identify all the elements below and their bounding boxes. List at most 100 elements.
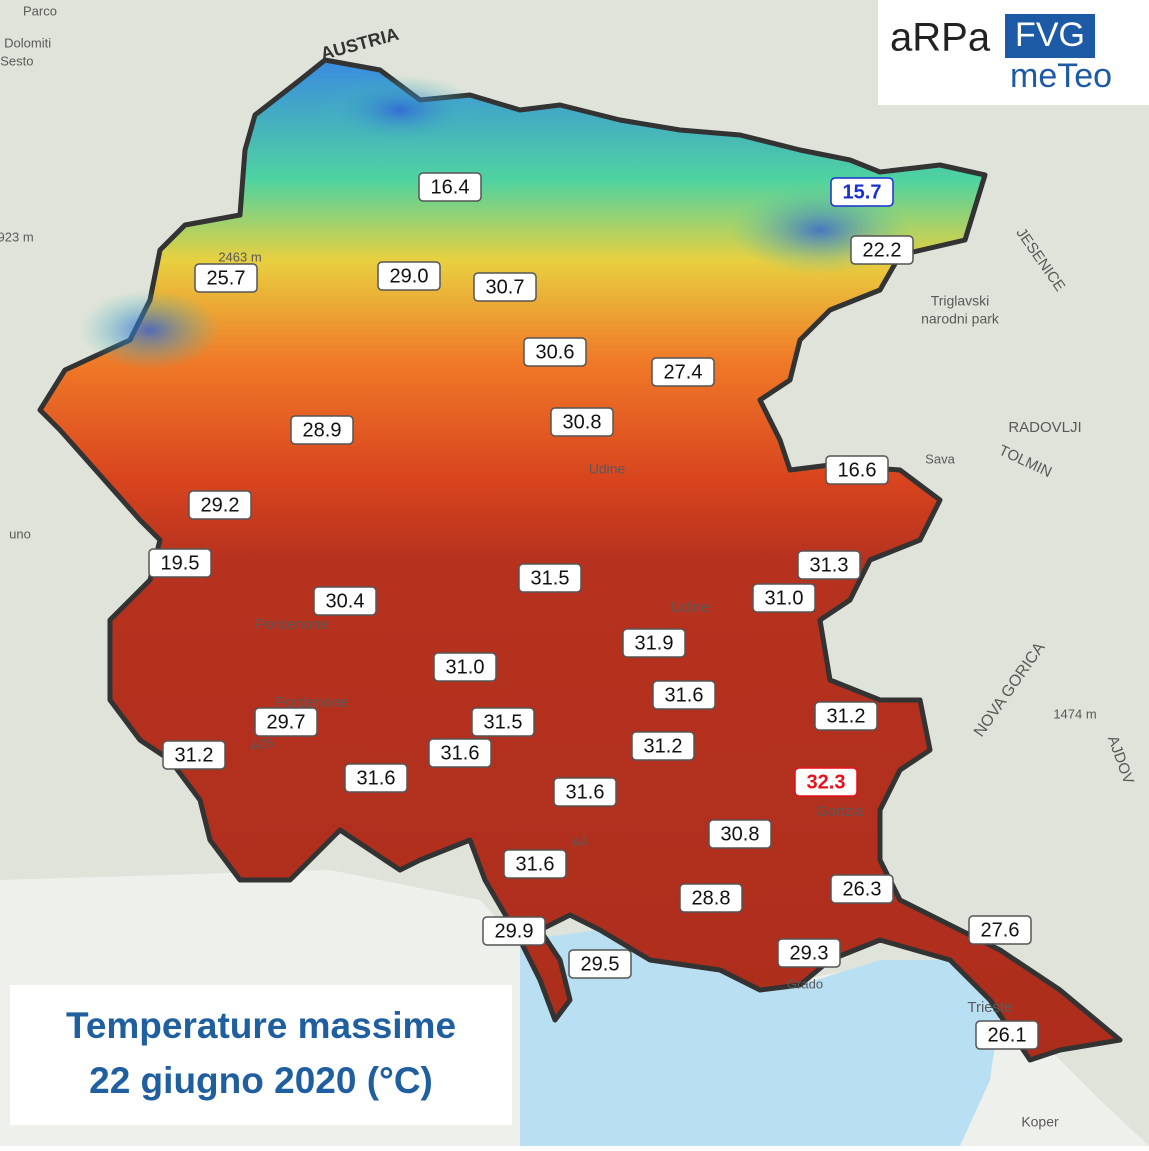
station-value: 31.6: [441, 742, 480, 764]
station-value: 31.6: [665, 684, 704, 706]
place-label: uno: [9, 526, 31, 541]
station-value: 28.9: [303, 419, 342, 441]
station-value: 30.8: [721, 823, 760, 845]
station-box: [651, 357, 715, 387]
title-line: Temperature massime: [66, 1005, 456, 1046]
station-box: [344, 763, 408, 793]
station-value: 30.7: [486, 276, 525, 298]
station-box: [679, 883, 743, 913]
place-label: Koper: [1021, 1114, 1059, 1130]
station-box: [850, 235, 914, 265]
station-box: [652, 680, 716, 710]
station-box: [708, 819, 772, 849]
cold-area: [80, 290, 220, 370]
station-box: [631, 731, 695, 761]
title-box: [10, 985, 512, 1125]
region: [37, 57, 1123, 1063]
station-value: 31.6: [516, 853, 555, 875]
station-box: [752, 583, 816, 613]
station-box: [482, 916, 546, 946]
place-label: Triglavski: [931, 293, 990, 309]
station-box: [473, 272, 537, 302]
place-label: Gorizia: [816, 803, 864, 820]
station-box: [553, 777, 617, 807]
station-value: 31.9: [635, 632, 674, 654]
station-box: [194, 263, 258, 293]
station-value: 29.0: [390, 265, 429, 287]
station-value: 26.1: [988, 1024, 1027, 1046]
logo-fvg: FVG: [1015, 16, 1085, 54]
station-box: [418, 172, 482, 202]
place-label: Udine: [589, 461, 626, 477]
station-value: 31.5: [531, 567, 570, 589]
station-box: [188, 490, 252, 520]
station-box: [433, 652, 497, 682]
place-label: Grado: [787, 976, 823, 991]
place-label: A28: [249, 735, 274, 754]
station-value: 29.2: [201, 494, 240, 516]
title-line: 22 giugno 2020 (°C): [89, 1060, 433, 1101]
station-value: 29.9: [495, 920, 534, 942]
station-box: [825, 455, 889, 485]
station-box: [290, 415, 354, 445]
station-value: 31.2: [644, 735, 683, 757]
station-box: [503, 849, 567, 879]
station-value: 30.6: [536, 341, 575, 363]
place-label: di Sesto: [0, 53, 33, 68]
station-box: [968, 915, 1032, 945]
station-value: 25.7: [207, 267, 246, 289]
station-value: 31.5: [484, 711, 523, 733]
station-value: 30.8: [563, 411, 602, 433]
station-box: [162, 740, 226, 770]
station-box: [148, 548, 212, 578]
place-label: Udine: [670, 599, 709, 616]
station-value: 31.0: [446, 656, 485, 678]
station-value: 29.5: [581, 953, 620, 975]
station-value: 27.6: [981, 919, 1020, 941]
station-box: [622, 628, 686, 658]
logo-arpa: aRPa: [890, 16, 991, 60]
station-box: [377, 261, 441, 291]
station-box: [313, 586, 377, 616]
station-box: [814, 701, 878, 731]
place-label: A4: [571, 833, 589, 851]
station-value: 31.3: [810, 554, 849, 576]
station-box: [254, 707, 318, 737]
station-box: [830, 874, 894, 904]
station-value: 28.8: [692, 887, 731, 909]
station-value: 22.2: [863, 239, 902, 261]
sea: [520, 930, 1000, 1146]
place-label: Sava: [925, 451, 955, 466]
station-value: 19.5: [161, 552, 200, 574]
station-value: 29.7: [267, 711, 306, 733]
station-value: 27.4: [664, 361, 703, 383]
station-box: [428, 738, 492, 768]
station-box: [523, 337, 587, 367]
station-box: [550, 407, 614, 437]
station-box: [830, 177, 894, 207]
logo-meteo: meTeo: [1010, 57, 1112, 95]
station-value: 16.6: [838, 459, 877, 481]
station-value: 29.3: [790, 942, 829, 964]
station-box: [568, 949, 632, 979]
station-box: [777, 938, 841, 968]
station-box: [794, 767, 858, 797]
place-label: 2463 m: [218, 249, 261, 264]
station-value: 31.2: [827, 705, 866, 727]
station-value: 31.6: [566, 781, 605, 803]
logo-fvg-box: [1005, 14, 1095, 58]
station-value: 32.3: [807, 771, 846, 793]
place-label: RADOVLJI: [1008, 419, 1081, 436]
station-value: 31.0: [765, 587, 804, 609]
station-value: 31.6: [357, 767, 396, 789]
station-box: [471, 707, 535, 737]
station-value: 31.2: [175, 744, 214, 766]
station-value: 26.3: [843, 878, 882, 900]
station-value: 30.4: [326, 590, 365, 612]
place-label: 2923 m: [0, 229, 34, 244]
place-label: Parco: [23, 3, 57, 18]
station-value: 15.7: [843, 181, 882, 203]
station-value: 16.4: [431, 176, 470, 198]
place-label: Pordenone: [255, 616, 328, 633]
